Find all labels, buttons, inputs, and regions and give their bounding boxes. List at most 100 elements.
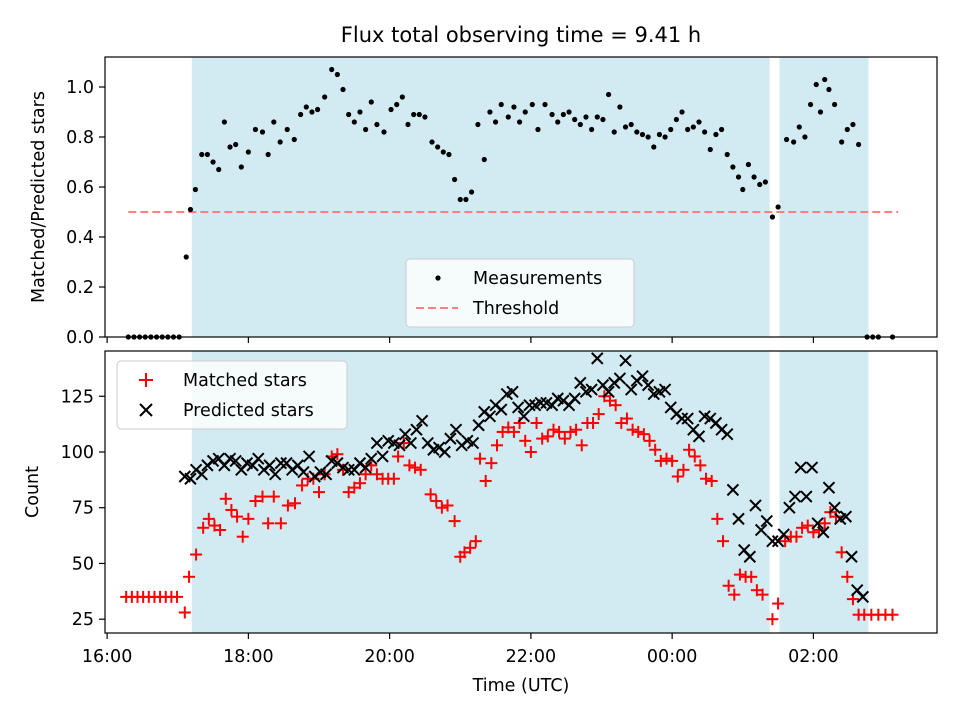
measurement-point — [839, 139, 845, 145]
legend-matched-label: Matched stars — [183, 371, 307, 391]
predicted-star-marker — [624, 383, 638, 396]
measurement-point — [346, 111, 352, 118]
predicted-star-marker — [788, 490, 802, 503]
x-axis-label: Time (UTC) — [472, 676, 570, 696]
measurement-point — [702, 129, 708, 135]
matched-star-marker — [772, 597, 785, 610]
predicted-star-marker — [743, 550, 757, 563]
predicted-marker-stroke — [370, 436, 384, 450]
measurement-point — [783, 136, 790, 143]
predicted-star-marker — [415, 414, 429, 427]
predicted-marker-stroke — [365, 452, 378, 465]
predicted-star-marker — [619, 354, 632, 367]
predicted-star-marker — [370, 436, 384, 450]
matched-star-marker — [485, 457, 498, 470]
measurement-point — [233, 141, 239, 148]
predicted-marker-stroke — [269, 468, 282, 481]
matched-star-marker — [513, 417, 526, 430]
matched-star-marker — [190, 548, 203, 561]
predicted-marker-stroke — [297, 465, 310, 479]
matched-star-marker — [886, 608, 899, 621]
legend-matched-marker — [139, 373, 153, 387]
measurement-point — [259, 129, 266, 135]
matched-star-marker — [288, 497, 301, 510]
predicted-marker-stroke — [212, 452, 225, 465]
measurement-point — [813, 81, 819, 88]
predicted-marker-stroke — [726, 483, 740, 497]
matched-star-marker — [236, 530, 249, 543]
predicted-star-marker — [692, 430, 706, 443]
bottom-legend-box — [116, 360, 348, 430]
predicted-marker-stroke — [788, 490, 802, 503]
matched-star-marker — [430, 495, 443, 508]
predicted-star-marker — [449, 423, 463, 436]
predicted-marker-stroke — [613, 372, 627, 385]
measurement-point — [668, 126, 674, 133]
matched-star-marker — [818, 517, 831, 530]
predicted-star-marker — [811, 517, 824, 530]
predicted-star-marker — [766, 534, 779, 548]
predicted-star-marker — [252, 452, 265, 465]
measurement-point — [639, 131, 646, 138]
predicted-star-marker — [534, 396, 547, 410]
predicted-marker-stroke — [783, 501, 796, 514]
predicted-star-marker — [466, 436, 480, 450]
measurement-point — [673, 116, 679, 123]
predicted-star-marker — [376, 450, 389, 463]
matched-star-marker — [711, 512, 724, 525]
measurement-point — [216, 166, 222, 173]
measurement-point — [457, 196, 463, 203]
predicted-star-marker — [726, 483, 740, 497]
matched-star-marker — [359, 468, 372, 481]
predicted-marker-stroke — [517, 410, 531, 423]
predicted-marker-stroke — [619, 354, 632, 367]
predicted-marker-stroke — [240, 456, 254, 470]
predicted-star-marker — [342, 463, 355, 477]
predicted-star-marker — [585, 383, 598, 396]
predicted-star-marker — [506, 385, 519, 399]
predicted-star-marker — [658, 383, 672, 396]
x-tick-label: 22:00 — [506, 647, 556, 667]
bottom-legend: Matched stars Predicted stars — [116, 360, 348, 430]
matched-star-marker — [403, 459, 416, 472]
predicted-marker-stroke — [624, 383, 638, 396]
predicted-marker-stroke — [511, 401, 525, 414]
predicted-star-marker — [229, 454, 242, 468]
matched-star-marker — [435, 501, 448, 514]
matched-star-marker — [414, 463, 427, 476]
predicted-marker-stroke — [574, 376, 587, 390]
measurement-point — [498, 101, 504, 108]
predicted-marker-stroke — [845, 550, 858, 563]
measurement-point — [856, 141, 862, 148]
predicted-marker-stroke — [585, 383, 598, 396]
predicted-marker-stroke — [325, 454, 338, 468]
predicted-marker-stroke — [754, 523, 768, 537]
measurement-point — [187, 206, 194, 213]
predicted-marker-stroke — [178, 470, 192, 483]
measurement-point — [831, 101, 838, 108]
matched-star-marker — [564, 425, 577, 438]
measurement-point — [340, 86, 346, 93]
measurement-point — [322, 94, 328, 100]
matched-star-marker — [536, 432, 549, 445]
matched-star-marker — [202, 512, 215, 525]
matched-star-marker — [796, 521, 809, 534]
predicted-star-marker — [839, 510, 853, 523]
predicted-marker-stroke — [800, 490, 813, 503]
measurement-point — [707, 146, 713, 153]
matched-star-marker — [296, 479, 309, 492]
predicted-marker-stroke — [376, 450, 389, 463]
predicted-star-marker — [393, 439, 406, 452]
measurement-point — [822, 76, 828, 83]
measurement-point — [555, 119, 561, 125]
predicted-marker-stroke — [641, 378, 655, 392]
measurement-point — [505, 114, 511, 120]
matched-star-marker — [660, 452, 673, 465]
matched-star-marker — [479, 474, 492, 487]
predicted-star-marker — [297, 465, 310, 479]
predicted-star-marker — [636, 369, 649, 383]
measurement-point — [522, 109, 528, 115]
measurement-point — [757, 181, 763, 188]
